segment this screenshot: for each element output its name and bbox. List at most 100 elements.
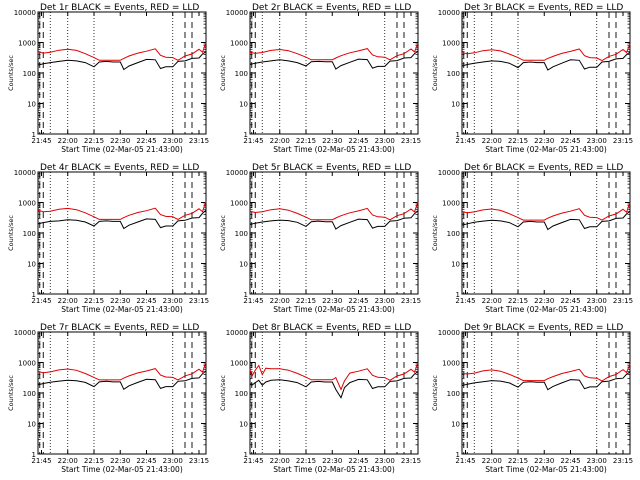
x-tick-label: 21:45 (31, 457, 51, 465)
x-tick-label: 22:30 (534, 297, 554, 305)
y-tick-label: 1 (244, 451, 248, 459)
series-line-lld (37, 201, 207, 220)
x-tick-label: 22:00 (270, 137, 290, 145)
plot-frame (461, 11, 631, 135)
y-tick-label: 1000 (442, 200, 460, 208)
y-tick-label: 10000 (14, 329, 36, 337)
series-line-events (249, 50, 419, 70)
y-tick-label: 1 (456, 451, 460, 459)
detector-panel-8: Det 8r BLACK = Events, RED = LLD 1 10 100 10… (219, 323, 421, 474)
y-tick-label: 1000 (230, 200, 248, 208)
detector-panel-2: Det 2r BLACK = Events, RED = LLD 1 10 100 10… (219, 3, 421, 154)
x-tick-label: 22:45 (136, 137, 156, 145)
x-tick-label: 22:00 (270, 457, 290, 465)
detector-panel-3: Det 3r BLACK = Events, RED = LLD 1 10 100 10… (431, 3, 633, 154)
x-tick-label: 22:00 (270, 297, 290, 305)
y-tick-label: 1000 (442, 40, 460, 48)
x-tick-label: 22:30 (322, 297, 342, 305)
plot-frame (249, 11, 419, 135)
series-line-lld (461, 43, 631, 62)
detector-panel-1: Det 1r BLACK = Events, RED = LLD 1 10 100 10… (7, 3, 209, 154)
x-tick-label: 23:15 (401, 457, 421, 465)
x-tick-label: 22:15 (296, 457, 316, 465)
series-line-lld (249, 43, 419, 61)
x-tick-label: 22:15 (508, 137, 528, 145)
series-line-events (461, 371, 631, 391)
x-tick-label: 22:45 (560, 457, 580, 465)
x-tick-label: 23:00 (587, 297, 607, 305)
x-axis-label: Start Time (02-Mar-05 21:43:00) (273, 305, 395, 314)
x-tick-label: 21:45 (455, 297, 475, 305)
x-axis-label: Start Time (02-Mar-05 21:43:00) (273, 145, 395, 154)
y-tick-label: 10 (27, 421, 36, 429)
series-line-events (249, 210, 419, 230)
series-line-lld (461, 363, 631, 382)
y-tick-label: 1 (32, 291, 36, 299)
y-tick-label: 100 (235, 230, 248, 238)
y-tick-label: 10000 (438, 329, 460, 337)
plot-frame (461, 171, 631, 295)
x-tick-label: 21:45 (31, 137, 51, 145)
y-tick-label: 10 (451, 261, 460, 269)
x-tick-label: 22:00 (58, 137, 78, 145)
y-tick-label: 1000 (18, 40, 36, 48)
x-tick-label: 23:00 (587, 457, 607, 465)
x-tick-label: 22:00 (58, 297, 78, 305)
x-axis-label: Start Time (02-Mar-05 21:43:00) (485, 465, 607, 474)
y-tick-label: 100 (23, 230, 36, 238)
y-tick-label: 1 (244, 291, 248, 299)
y-tick-label: 10 (451, 101, 460, 109)
y-tick-label: 1000 (442, 360, 460, 368)
x-tick-label: 22:15 (508, 457, 528, 465)
x-tick-label: 22:15 (84, 457, 104, 465)
y-tick-label: 1 (32, 131, 36, 139)
plot-frame (461, 331, 631, 455)
x-tick-label: 22:30 (110, 137, 130, 145)
series-line-events (37, 370, 207, 391)
x-axis-label: Start Time (02-Mar-05 21:43:00) (61, 305, 183, 314)
series-line-lld (249, 362, 419, 391)
x-tick-label: 22:30 (110, 457, 130, 465)
x-tick-label: 23:00 (375, 137, 395, 145)
x-tick-label: 22:00 (482, 457, 502, 465)
y-tick-label: 1000 (230, 360, 248, 368)
y-tick-label: 10000 (438, 169, 460, 177)
x-tick-label: 22:15 (296, 137, 316, 145)
x-tick-label: 22:00 (482, 297, 502, 305)
x-tick-label: 23:00 (163, 137, 183, 145)
y-tick-label: 100 (23, 70, 36, 78)
panel-title: Det 3r BLACK = Events, RED = LLD (464, 3, 623, 13)
y-tick-label: 1000 (18, 360, 36, 368)
x-tick-label: 22:00 (482, 137, 502, 145)
plot-frame (249, 171, 419, 295)
panel-title: Det 4r BLACK = Events, RED = LLD (40, 163, 199, 173)
y-tick-label: 10000 (14, 169, 36, 177)
x-tick-label: 22:15 (84, 297, 104, 305)
plot-frame (37, 11, 207, 135)
y-axis-label: Counts/sec (431, 215, 439, 251)
y-tick-label: 1000 (18, 200, 36, 208)
y-axis-label: Counts/sec (219, 375, 227, 411)
y-tick-label: 10 (27, 101, 36, 109)
x-tick-label: 23:15 (189, 137, 209, 145)
y-tick-label: 10000 (226, 329, 248, 337)
series-line-lld (37, 362, 207, 381)
x-axis-label: Start Time (02-Mar-05 21:43:00) (273, 465, 395, 474)
x-tick-label: 23:00 (375, 457, 395, 465)
panel-title: Det 6r BLACK = Events, RED = LLD (464, 163, 623, 173)
panel-title: Det 8r BLACK = Events, RED = LLD (252, 323, 411, 333)
x-tick-label: 23:15 (189, 297, 209, 305)
x-tick-label: 23:15 (401, 137, 421, 145)
x-tick-label: 23:00 (163, 457, 183, 465)
y-tick-label: 100 (447, 230, 460, 238)
y-axis-label: Counts/sec (7, 55, 15, 91)
x-tick-label: 21:45 (455, 457, 475, 465)
x-tick-label: 23:00 (163, 297, 183, 305)
x-tick-label: 23:00 (587, 137, 607, 145)
detector-panel-4: Det 4r BLACK = Events, RED = LLD 1 10 100 10… (7, 163, 209, 314)
y-tick-label: 1 (456, 291, 460, 299)
x-tick-label: 22:30 (110, 297, 130, 305)
y-tick-label: 100 (235, 390, 248, 398)
plot-frame (249, 331, 419, 455)
